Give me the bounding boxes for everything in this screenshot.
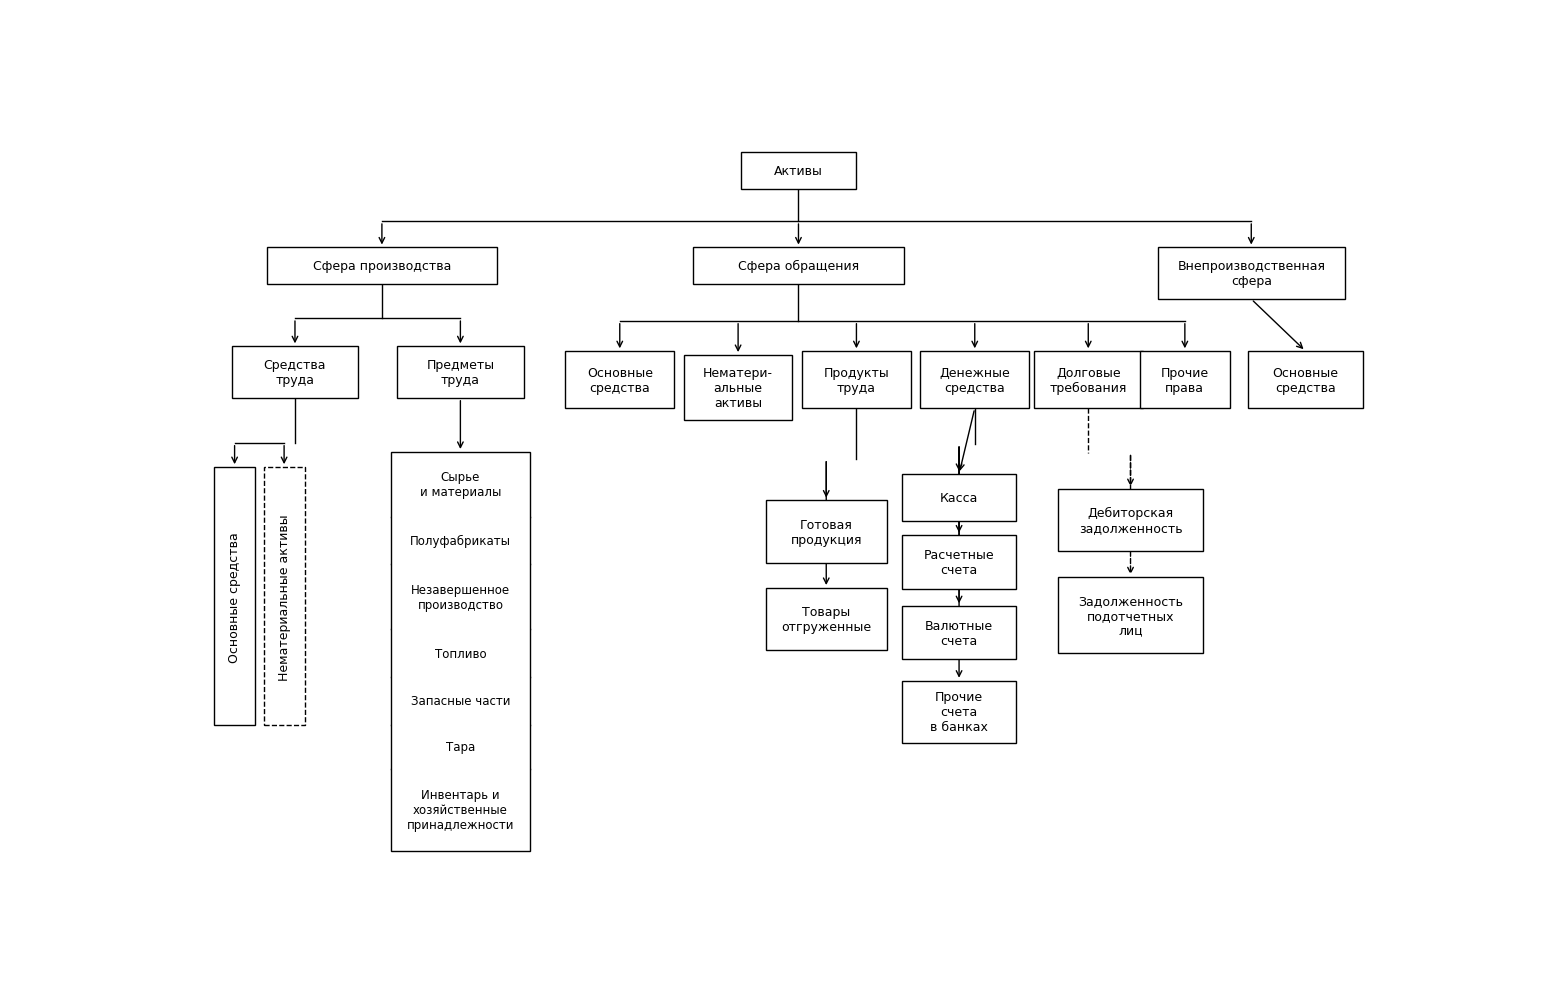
Text: Товары
отгруженные: Товары отгруженные bbox=[781, 605, 871, 633]
Text: Валютные
счета: Валютные счета bbox=[925, 619, 992, 647]
Text: Тара: Тара bbox=[446, 740, 475, 753]
Text: Внепроизводственная
сфера: Внепроизводственная сфера bbox=[1178, 260, 1326, 288]
Text: Активы: Активы bbox=[774, 165, 823, 177]
FancyBboxPatch shape bbox=[1058, 490, 1203, 552]
Text: Нематериальные активы: Нематериальные активы bbox=[277, 514, 291, 680]
Text: Инвентарь и
хозяйственные
принадлежности: Инвентарь и хозяйственные принадлежности bbox=[407, 789, 514, 831]
FancyBboxPatch shape bbox=[742, 153, 855, 189]
FancyBboxPatch shape bbox=[902, 606, 1016, 660]
FancyBboxPatch shape bbox=[397, 347, 523, 398]
Text: Полуфабрикаты: Полуфабрикаты bbox=[410, 534, 511, 547]
Text: Запасные части: Запасные части bbox=[411, 694, 509, 708]
Text: Основные
средства: Основные средства bbox=[1273, 366, 1338, 394]
Text: Основные
средства: Основные средства bbox=[587, 366, 653, 394]
FancyBboxPatch shape bbox=[566, 352, 675, 409]
Text: Сырье
и материалы: Сырье и материалы bbox=[419, 470, 502, 499]
FancyBboxPatch shape bbox=[213, 467, 256, 726]
Text: Предметы
труда: Предметы труда bbox=[427, 359, 494, 387]
Text: Сфера производства: Сфера производства bbox=[313, 260, 452, 273]
Text: Сфера обращения: Сфера обращения bbox=[738, 260, 858, 273]
Text: Дебиторская
задолженность: Дебиторская задолженность bbox=[1078, 507, 1183, 534]
Text: Незавершенное
производство: Незавершенное производство bbox=[411, 583, 509, 611]
FancyBboxPatch shape bbox=[693, 248, 904, 285]
Text: Долговые
требования: Долговые требования bbox=[1050, 366, 1126, 394]
FancyBboxPatch shape bbox=[1058, 578, 1203, 654]
Text: Задолженность
подотчетных
лиц: Задолженность подотчетных лиц bbox=[1078, 595, 1183, 637]
FancyBboxPatch shape bbox=[268, 248, 497, 285]
FancyBboxPatch shape bbox=[1248, 352, 1363, 409]
FancyBboxPatch shape bbox=[902, 474, 1016, 522]
Text: Основные средства: Основные средства bbox=[227, 531, 241, 662]
FancyBboxPatch shape bbox=[1035, 352, 1142, 409]
Text: Продукты
труда: Продукты труда bbox=[824, 366, 890, 394]
FancyBboxPatch shape bbox=[684, 356, 793, 420]
FancyBboxPatch shape bbox=[767, 589, 887, 651]
Text: Топливо: Топливо bbox=[435, 647, 486, 660]
FancyBboxPatch shape bbox=[1139, 352, 1231, 409]
FancyBboxPatch shape bbox=[1158, 248, 1345, 300]
Text: Денежные
средства: Денежные средства bbox=[939, 366, 1010, 394]
FancyBboxPatch shape bbox=[902, 681, 1016, 743]
Text: Средства
труда: Средства труда bbox=[263, 359, 326, 387]
Text: Прочие
права: Прочие права bbox=[1161, 366, 1209, 394]
Text: Касса: Касса bbox=[939, 491, 978, 505]
Text: Расчетные
счета: Расчетные счета bbox=[924, 548, 994, 577]
FancyBboxPatch shape bbox=[263, 467, 305, 726]
Text: Нематери-
альные
активы: Нематери- альные активы bbox=[703, 367, 773, 409]
Text: Готовая
продукция: Готовая продукция bbox=[790, 518, 862, 546]
Text: Прочие
счета
в банках: Прочие счета в банках bbox=[930, 690, 988, 734]
FancyBboxPatch shape bbox=[767, 501, 887, 563]
FancyBboxPatch shape bbox=[232, 347, 358, 398]
FancyBboxPatch shape bbox=[391, 453, 530, 851]
FancyBboxPatch shape bbox=[802, 352, 911, 409]
FancyBboxPatch shape bbox=[921, 352, 1030, 409]
FancyBboxPatch shape bbox=[902, 536, 1016, 589]
